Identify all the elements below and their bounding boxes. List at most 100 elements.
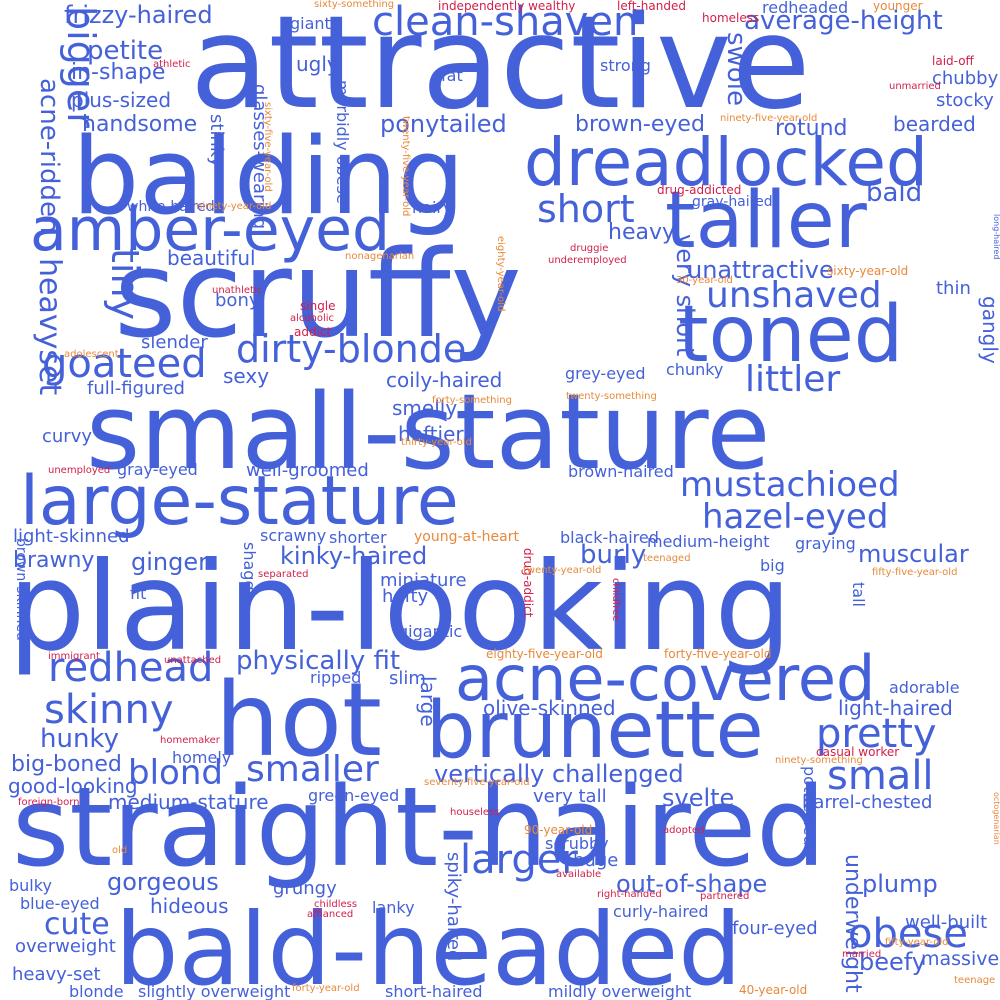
word-big-boned: big-boned [11,752,122,777]
word-light-haired: light-haired [838,696,953,720]
word-stocky: stocky [936,90,994,111]
word-homeless: homeless [702,11,760,25]
word-dreadlocked: dreadlocked [524,124,928,201]
word-larger: larger [460,837,578,883]
word-obese: obese [848,911,968,957]
word-blond: blond [128,753,223,793]
word-swole: swole [721,32,751,106]
word-addict: addict [294,325,332,339]
word-ginger: ginger [131,548,208,576]
word-heavy-set: heavy-set [12,964,101,985]
word-taller: taller [665,176,867,266]
word-morbidly-obese: morbidly obese [333,80,352,204]
word-unattractive: unattractive [687,256,834,284]
word-sixty-year-old: sixty-year-old [827,264,909,278]
word-skinny: skinny [44,687,174,733]
word-large: large [416,676,440,727]
word-brawny: brawny [13,548,95,573]
word-shaggy: shaggy [240,542,259,601]
word-sexy: sexy [223,364,270,388]
word-30-year-old: 30-year-old [676,275,733,286]
word-unshaved: unshaved [706,275,882,316]
word-drug-addicted: drug-addicted [657,183,742,197]
word-adorable: adorable [889,678,960,697]
word-eighty-year-old: eighty-year-old [495,236,506,312]
word-attractive: attractive [190,0,811,138]
word-houseless: houseless [450,807,500,818]
word-frizzy-haired: frizzy-haired [64,1,213,29]
word-graying: graying [795,534,856,553]
word-foreign-born: foreign-born [18,797,80,808]
word-bearded: bearded [893,112,976,136]
word-brown-eyed: brown-eyed [575,112,705,137]
word-adolescent: adolescent [64,349,119,360]
word-green-eyed: green-eyed [308,786,400,805]
word-twenty-year-old: twenty-year-old [523,565,602,576]
word-childless: childless [314,899,358,910]
word-hazel-eyed: hazel-eyed [702,497,889,537]
word-physically-fit: physically fit [236,646,401,676]
word-huge: huge [573,850,619,871]
word-adopted: adopted [663,825,705,836]
word-forty-year-old: forty-year-old [292,983,360,994]
word-blonde: blonde [69,982,124,1000]
word-medium-height: medium-height [647,532,770,551]
word-beefy: beefy [859,948,926,976]
word-balding: balding [72,115,465,238]
word-medium-stature: medium-stature [108,790,269,814]
word-alcoholic: alcoholic [290,313,335,324]
word-small: small [827,753,934,799]
word-scrawny: scrawny [260,526,327,545]
word-littler: littler [745,359,841,400]
word-hunky: hunky [40,724,119,754]
word-four-eyed: four-eyed [732,918,818,939]
word-blue-eyed: blue-eyed [20,894,100,913]
word-smaller: smaller [246,749,379,790]
word-muscular: muscular [858,540,969,568]
word-fat: fat [441,66,463,85]
word-childfree: childfree [610,578,621,622]
word-thirty-year-old: thirty-year-old [401,437,472,448]
word-stinky: stinky [206,114,227,168]
word-available: available [556,869,602,880]
word-90-year-old: 90-year-old [524,823,593,837]
word-rotund: rotund [775,116,848,141]
word-scruffy: scruffy [114,226,522,365]
word-ninety-something: ninety-something [775,755,863,766]
word-brown-haired: brown-haired [568,462,674,481]
word-small-stature: small-stature [86,371,771,493]
word-plain-looking: plain-looking [8,536,792,678]
word-forty-five-year-old: forty-five-year-old [664,647,772,661]
word-homely: homely [172,748,232,767]
word-hot: hot [215,661,383,780]
word-short-haired: short-haired [385,982,483,1000]
word-druggie: druggie [570,243,609,254]
word-seventy-five-year-old: seventy-five-year-old [424,777,530,788]
word-underemployed: underemployed [548,255,627,266]
word-dirty-blonde: dirty-blonde [236,327,467,371]
word-mildly-overweight: mildly overweight [548,982,692,1000]
word-very-tall: very tall [533,786,607,807]
word-old: old [112,845,128,856]
word-grungy: grungy [273,878,337,899]
word-homemaker: homemaker [160,735,220,746]
word-laid-off: laid-off [932,54,974,68]
word-independently-wealthy: independently wealthy [438,0,576,13]
word-single: single [300,299,336,313]
word-acne-covered: acne-covered [455,642,876,715]
word-sixty-five-year-old: sixty-five-year-old [262,102,273,192]
word-gangly: gangly [978,296,1000,364]
word-curly-haired: curly-haired [613,902,709,921]
word-pretty: pretty [816,711,937,757]
word-married: married [842,949,882,960]
word-fit: fit [130,584,147,603]
word-bald-headed: bald-headed [115,891,742,1000]
word-smelly: smelly [392,396,458,420]
word-redheaded: redheaded [762,0,849,17]
word-ugly: ugly [296,52,339,76]
word-chubby: chubby [932,68,999,89]
word-shorter: shorter [329,528,387,547]
word-grey-eyed: grey-eyed [565,364,646,383]
word-slender: slender [141,332,208,353]
